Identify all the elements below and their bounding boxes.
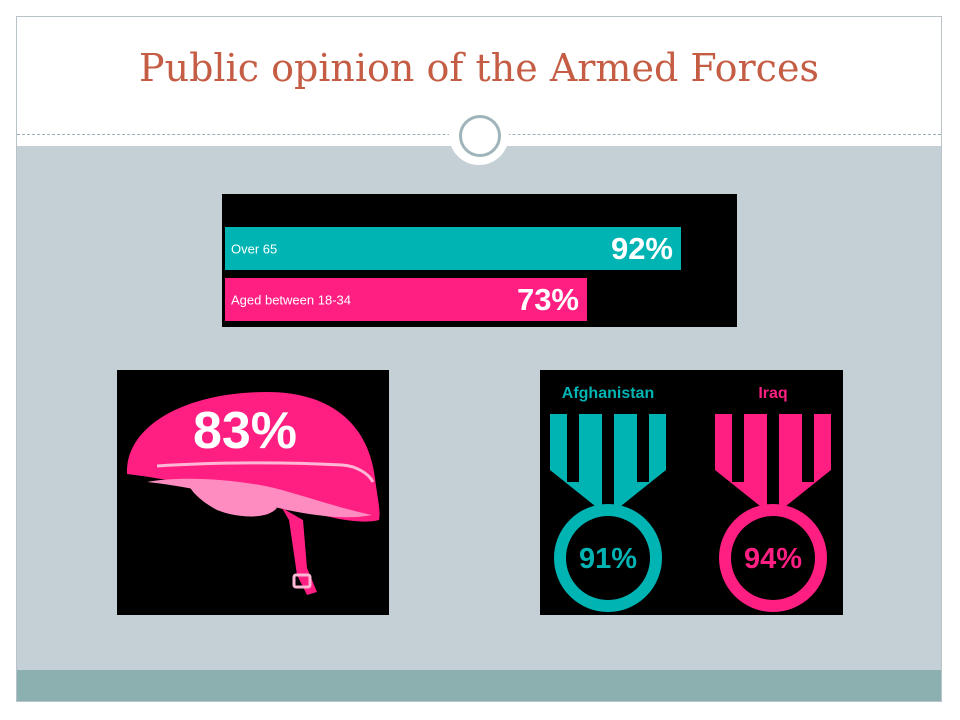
bar-over-65: Over 65 92% [225, 227, 681, 270]
bar-label: Over 65 [231, 241, 278, 256]
helmet-chin-strap [282, 508, 317, 595]
helmet-band [156, 461, 375, 483]
medal-value-afghanistan: 91% [579, 543, 637, 575]
helmet-value-label: 83% [193, 402, 297, 460]
slide-title: Public opinion of the Armed Forces [139, 46, 819, 90]
medal-value-iraq: 94% [744, 543, 802, 575]
helmet-dome [126, 392, 380, 522]
bar-value-label: 92% [610, 230, 673, 266]
medal-icon-iraq: 94% [715, 414, 831, 612]
bar-value-label: 73% [516, 281, 579, 317]
bar-aged-18-34: Aged between 18-34 73% [225, 278, 587, 321]
medal-label-iraq: Iraq [758, 385, 787, 402]
medals-infographic: Afghanistan Iraq 91% 94% [540, 370, 843, 615]
helmet-infographic: 83% [117, 370, 389, 615]
divider-ring-icon [459, 115, 501, 157]
medal-label-afghanistan: Afghanistan [562, 385, 654, 402]
slide-footer-band [17, 670, 941, 701]
age-bar-chart: Over 65 92% Aged between 18-34 73% [222, 194, 737, 327]
strap-buckle [292, 573, 312, 589]
helmet-liner [187, 482, 277, 517]
medal-icon-afghanistan: 91% [550, 414, 666, 612]
bar-label: Aged between 18-34 [231, 292, 351, 307]
slide-frame [16, 16, 942, 702]
medals-graphic: Afghanistan Iraq 91% 94% [550, 385, 831, 612]
helmet-icon: 83% [126, 392, 380, 595]
